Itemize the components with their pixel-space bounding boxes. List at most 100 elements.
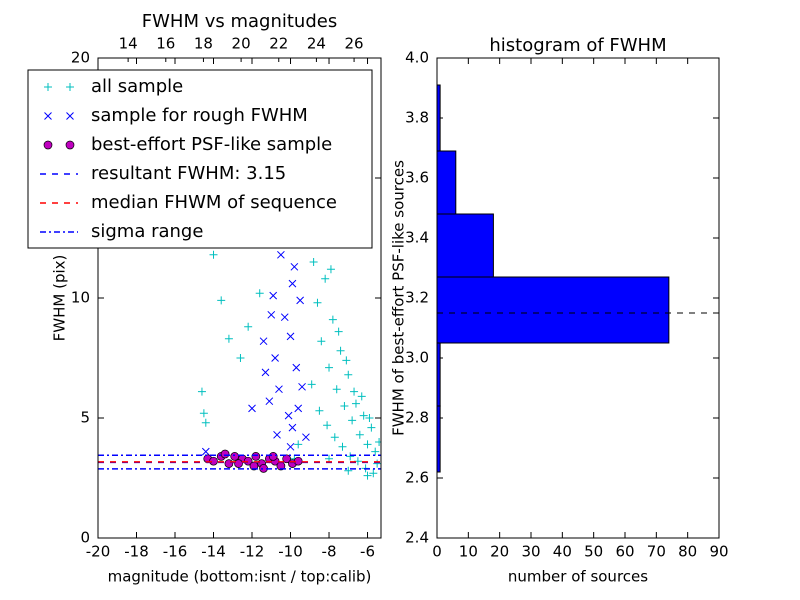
plus-marker [342,356,351,365]
plus-marker [340,402,349,410]
y-tick-label: 3.8 [405,109,429,127]
x-marker [286,332,295,341]
plus-marker [359,411,368,420]
y-tick-label: 20 [71,49,90,67]
x2-tick-label: 18 [194,35,213,53]
x-marker [269,291,278,300]
x-tick-label: 60 [615,543,634,561]
plus-marker [328,315,337,324]
plus-marker [201,418,210,427]
plus-marker [344,466,353,475]
x-marker [296,296,304,305]
chart-title: FWHM vs magnitudes [142,11,337,32]
x-marker [265,397,274,406]
plus-marker [334,327,343,336]
plus-marker [355,430,364,439]
legend-label: all sample [91,76,183,97]
x2-tick-label: 20 [232,35,251,53]
y-tick-label: 3.6 [405,169,429,187]
x-marker [290,262,299,271]
x-marker [284,411,293,420]
plus-marker [321,274,330,283]
x-tick-label: -20 [86,543,111,561]
plus-marker [244,322,253,331]
axes-frame [97,57,382,539]
x-marker [288,279,297,288]
x-axis-label: magnitude (bottom:isnt / top:calib) [108,568,372,586]
legend-box [27,69,373,249]
x-tick-label: -16 [163,543,188,561]
plus-marker [363,471,372,480]
chart-title: histogram of FWHM [489,35,666,56]
x-marker [298,382,306,391]
x-marker [201,447,210,456]
x-tick-label: 40 [553,543,572,561]
x-tick-label: 10 [459,543,478,561]
x-tick-label: 50 [584,543,603,561]
plus-marker [325,363,334,372]
plus-marker [330,433,339,442]
plus-marker [294,440,303,449]
plus-marker [365,414,374,422]
y-tick-label: 2.4 [405,529,429,547]
y-tick-label: 2.8 [405,409,429,427]
plus-marker [323,421,332,430]
legend: all sample sample for rough FWHM best-effo… [27,69,373,249]
plus-marker [197,387,206,396]
plus-marker [317,337,326,346]
x-marker [261,368,270,377]
legend-label: best-effort PSF-like sample [91,134,332,155]
y-tick-label: 3.0 [405,349,429,367]
plus-marker [367,423,376,432]
circle-marker [230,452,240,461]
x2-tick-label: 14 [119,35,138,53]
x-tick-label: 30 [521,543,540,561]
plus-marker [66,83,74,91]
plus-marker [309,258,318,266]
plus-marker [346,452,355,461]
x-marker [275,385,283,394]
plus-marker [224,334,233,343]
y-tick-label: 5 [80,409,90,427]
x-tick-label: -18 [124,543,149,561]
y-axis-label: FWHM of best-effort PSF-like sources [390,160,408,436]
histogram-bar [436,150,457,215]
plus-marker [373,459,381,468]
histogram-bar [436,276,670,344]
plus-marker [338,442,347,451]
plus-marker [348,416,357,425]
x-tick-label: 80 [678,543,697,561]
legend-label: median FHWM of sequence [91,192,337,213]
circle-marker [234,459,243,468]
y-tick-label: 10 [71,289,90,307]
y-tick-label: 4.0 [405,49,429,67]
x-marker [273,430,281,439]
plus-marker [336,346,345,355]
y-axis-label: FWHM (pix) [51,255,69,342]
x-marker [267,310,276,319]
circle-marker [251,452,261,461]
x-axis-label: number of sources [508,568,648,586]
circle-marker [220,449,230,459]
x-marker [271,354,279,362]
x-marker [294,404,303,413]
x-marker [288,423,297,432]
circle-marker [282,454,292,464]
x2-tick-label: 24 [307,35,326,53]
axes-frame [436,57,720,539]
y-tick-label: 3.4 [405,229,429,247]
x-marker [292,363,301,372]
x-marker [44,112,52,120]
plus-marker [313,298,322,307]
x-tick-label: 0 [432,543,442,561]
x2-tick-label: 26 [345,35,364,53]
circle-marker [224,459,234,468]
plus-marker [199,409,208,418]
plus-marker [315,406,324,415]
x-tick-label: -8 [322,543,337,561]
plus-marker [236,354,245,362]
plus-marker [332,385,341,394]
plus-marker [375,438,381,446]
x-marker [66,112,74,120]
